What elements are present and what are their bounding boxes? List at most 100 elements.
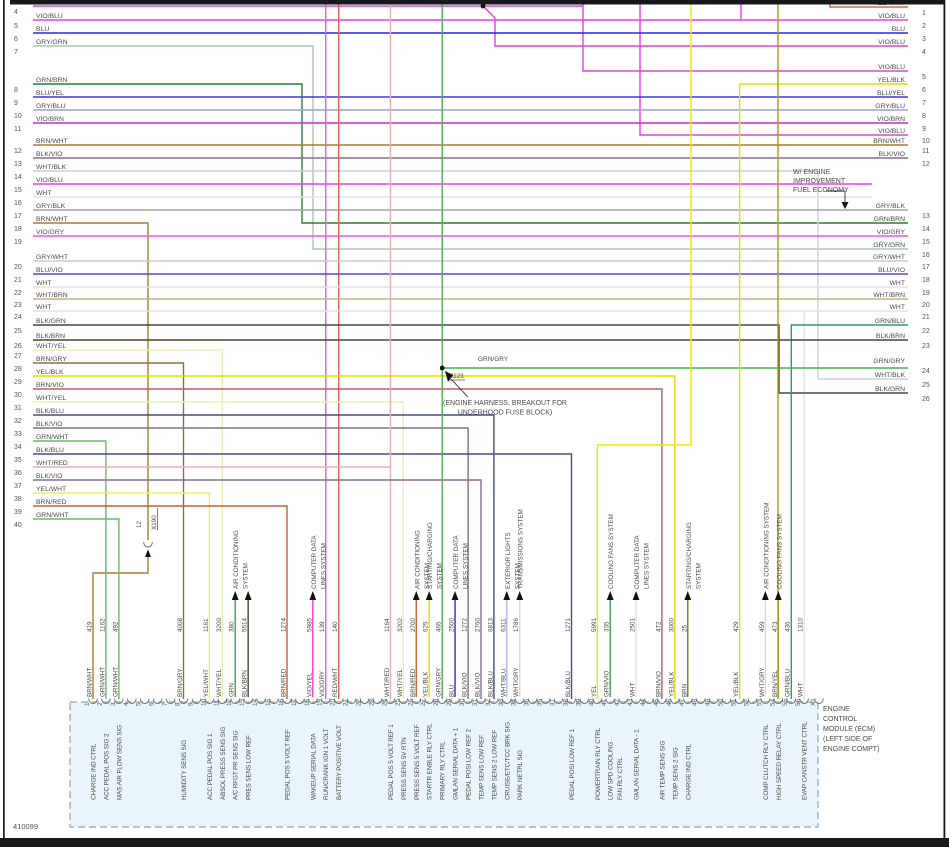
pin-wire-number: 1274 — [280, 617, 287, 632]
left-pin-number: 33 — [14, 431, 22, 438]
left-pin-number: 26 — [14, 343, 22, 350]
pin-function-label: PEDAL POSI LOW REF 2 — [465, 729, 472, 800]
pin-number: 37 — [549, 698, 556, 706]
left-wire-label: GRY/GRN — [36, 39, 68, 46]
left-wire-label: BLK/GRN — [36, 318, 66, 325]
pin-function-label: CHARGE IND CTRL — [91, 743, 98, 800]
pin-wire-number: 465 — [436, 621, 443, 632]
pin-number: 45 — [653, 698, 660, 706]
left-wire-label: BLK/VIO — [36, 151, 62, 158]
ecm-label: ENGINE — [823, 706, 850, 713]
pin-wire-color: WHT/GRY — [513, 667, 520, 697]
pin-number: 6 — [149, 702, 156, 706]
pin-number: 22 — [356, 698, 363, 706]
pin-wire-number: 4008 — [177, 617, 184, 632]
pin-number: 15 — [265, 698, 272, 706]
junction-dot — [439, 365, 445, 371]
right-pin-number: 17 — [922, 264, 930, 271]
pin-wire-color: BLU — [449, 684, 456, 697]
right-wire-label: GRY/BLK — [876, 203, 906, 210]
pin-wire-number: 6813 — [487, 617, 494, 632]
left-pin-number: 6 — [14, 36, 18, 43]
pin-function-label: ABSOL PRESS SENS SIG — [220, 726, 227, 800]
x190-pin-number: 12 — [136, 520, 143, 528]
pin-number: 9 — [187, 702, 194, 706]
right-wire-label: GRN/BRN — [874, 216, 905, 223]
wire-wht_yel — [33, 349, 224, 699]
left-wire-label: WHT/BRN — [36, 292, 68, 299]
left-pin-number: 12 — [14, 148, 22, 155]
left-wire-label: BLU — [36, 26, 49, 33]
pin-terminal — [178, 698, 189, 704]
left-wire-label: GRN/WHT — [36, 512, 68, 519]
pin-function-label: ACC PEDAL POS SIG 2 — [103, 733, 110, 800]
offpage-arrow-icon — [761, 591, 769, 600]
pin-function-label: AIR TEMP SENS SIG — [659, 740, 666, 800]
pin-terminal — [773, 698, 784, 704]
system-ref-label: EXTERIOR LIGHTS — [505, 532, 512, 589]
left-wire-label: VIO/BRN — [36, 116, 64, 123]
left-wire-label: GRN/BRN — [36, 77, 67, 84]
pin-number: 17 — [291, 698, 298, 706]
right-pin-number: 24 — [922, 368, 930, 375]
right-wire-label: YEL/BLK — [877, 77, 905, 84]
pin-number: 24 — [381, 698, 388, 706]
pin-function-label: PRESS SENS 5V RTN — [401, 737, 408, 800]
left-wire-label: BLK/VIO — [36, 421, 62, 428]
pin-number: 35 — [524, 698, 531, 706]
pin-number: 28 — [433, 698, 440, 706]
pin-number: 31 — [472, 698, 479, 706]
pin-wire-color: YEL/BLK — [423, 671, 430, 697]
right-pin-number: 5 — [922, 74, 926, 81]
system-ref-label: AIR CONDITIONING SYSTEM — [763, 503, 770, 589]
left-pin-number: 15 — [14, 187, 22, 194]
pin-terminal — [424, 698, 434, 704]
pin-wire-color: GRN — [229, 683, 236, 697]
pin-number: 11 — [213, 699, 220, 706]
left-pin-number: 4 — [14, 9, 18, 16]
pin-wire-color: YEL/WHT — [203, 669, 210, 697]
pin-number: 43 — [627, 698, 634, 706]
engine-harness-note: (ENGINE HARNESS, BREAKOUT FOR — [443, 400, 567, 407]
right-pin-number: 19 — [922, 290, 930, 297]
wire-gry_grn — [33, 45, 908, 250]
left-wire-label: BLK/VIO — [36, 473, 62, 480]
pin-number: 26 — [407, 698, 414, 706]
system-ref-label: SYSTEM — [243, 563, 250, 589]
pin-function-label: GMLAN SERIAL DATA + 1 — [453, 727, 460, 800]
pin-terminal — [605, 698, 615, 704]
pin-terminal — [747, 698, 758, 704]
right-pin-number: 4 — [922, 49, 926, 56]
right-wire-label: WHT — [890, 280, 905, 287]
pin-wire-number: 5991 — [591, 617, 598, 632]
ecm-label: MODULE (ECM) — [823, 726, 875, 733]
right-pin-number: 1 — [922, 10, 926, 17]
pin-number: 55 — [782, 698, 789, 706]
pin-wire-number: 5514 — [242, 617, 249, 632]
pin-terminal — [101, 698, 111, 704]
right-pin-number: 3 — [922, 36, 926, 43]
pin-wire-number: 492 — [112, 621, 119, 632]
right-pin-number: 10 — [922, 138, 930, 145]
pin-terminal — [243, 698, 253, 704]
pin-terminal — [463, 698, 473, 704]
pin-function-label: STARTR ENBLE RLY CTRL — [427, 723, 434, 800]
pin-wire-color: BLK/BLU — [565, 671, 572, 697]
left-pin-number: 9 — [14, 100, 18, 107]
right-wire-label: GRN/GRY — [873, 358, 905, 365]
offpage-arrow-icon — [231, 591, 239, 600]
pin-terminal — [695, 698, 706, 704]
pin-terminal — [618, 698, 628, 704]
wire-blk_blu — [33, 453, 573, 699]
pin-wire-color: BRN — [681, 683, 688, 697]
pin-terminal — [114, 698, 124, 704]
system-ref-label: AIR CONDITIONING — [414, 530, 421, 589]
system-ref-label: LINES SYSTEM — [463, 543, 470, 589]
wire-wht_yel — [33, 401, 404, 699]
pin-wire-color: WHT/RED — [384, 667, 391, 697]
junction-id: J123 — [450, 373, 464, 380]
pin-wire-number: 2500 — [449, 617, 456, 632]
right-pin-number: 9 — [922, 126, 926, 133]
pin-terminal — [814, 698, 824, 704]
